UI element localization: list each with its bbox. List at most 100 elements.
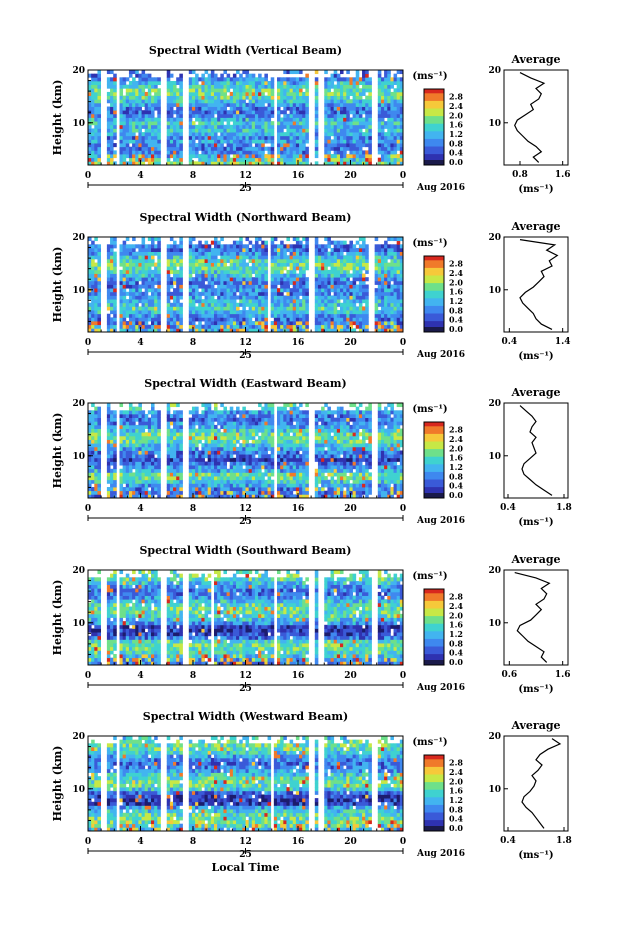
- heat-cell: [113, 313, 117, 318]
- heat-cell: [305, 124, 309, 129]
- heat-cell: [157, 157, 161, 162]
- heat-cell: [201, 269, 205, 274]
- heat-cell: [380, 84, 385, 89]
- heat-cell: [399, 124, 404, 129]
- heat-cell: [110, 284, 114, 289]
- heat-cell: [396, 143, 401, 148]
- heat-cell: [223, 135, 227, 140]
- heat-cell: [119, 88, 124, 93]
- heat-cell: [365, 102, 369, 107]
- heat-cell: [365, 302, 369, 307]
- heat-cell: [91, 324, 95, 329]
- heat-cell: [242, 280, 246, 285]
- heat-cell: [314, 258, 319, 263]
- heat-cell: [242, 102, 246, 107]
- heat-cell: [217, 135, 221, 140]
- heat-cell: [245, 273, 250, 278]
- heat-cell: [399, 313, 404, 318]
- heat-cell: [314, 143, 319, 148]
- heat-cell: [396, 88, 401, 93]
- heat-cell: [210, 135, 215, 140]
- heat-cell: [393, 306, 398, 311]
- heat-cell: [195, 113, 199, 118]
- heat-cell: [220, 277, 224, 282]
- heat-cell: [113, 428, 117, 433]
- heat-cell: [270, 146, 275, 151]
- heat-cell: [393, 121, 398, 126]
- heat-cell: [157, 102, 161, 107]
- heat-cell: [144, 435, 149, 440]
- heat-cell: [151, 121, 155, 126]
- heat-cell: [141, 280, 146, 285]
- heat-cell: [173, 117, 177, 122]
- heat-cell: [198, 95, 202, 100]
- heat-cell: [226, 99, 231, 104]
- heat-cell: [229, 124, 234, 129]
- heat-cell: [169, 450, 174, 455]
- heat-cell: [147, 461, 152, 466]
- heat-cell: [289, 121, 294, 126]
- heat-cell: [264, 266, 268, 271]
- heat-cell: [132, 317, 136, 322]
- heat-cell: [295, 251, 300, 256]
- heat-cell: [201, 106, 205, 111]
- heat-cell: [226, 88, 231, 93]
- heat-cell: [242, 135, 246, 140]
- heat-cell: [135, 443, 139, 448]
- heat-cell: [286, 321, 290, 326]
- heat-cell: [280, 95, 284, 100]
- heat-cell: [166, 128, 171, 133]
- heat-cell: [135, 110, 139, 115]
- panel-2: Spectral Width (Northward Beam)2010Heigh…: [51, 211, 571, 362]
- heat-cell: [132, 258, 136, 263]
- heat-cell: [201, 262, 205, 267]
- heat-cell: [380, 244, 385, 249]
- heat-cell: [384, 132, 388, 137]
- heat-cell: [220, 132, 224, 137]
- heat-cell: [355, 321, 360, 326]
- heat-cell: [157, 258, 161, 263]
- heat-cell: [88, 306, 92, 311]
- heat-cell: [226, 266, 231, 271]
- heat-cell: [349, 128, 353, 133]
- heat-cell: [380, 91, 385, 96]
- average-title: Average: [510, 220, 560, 233]
- heat-cell: [154, 310, 158, 315]
- heat-cell: [302, 102, 306, 107]
- heat-cell: [113, 73, 117, 78]
- heat-cell: [91, 446, 95, 451]
- colorbar-band: [424, 324, 444, 327]
- heat-cell: [302, 266, 306, 271]
- heat-cell: [122, 154, 127, 159]
- heat-cell: [305, 244, 309, 249]
- heat-cell: [144, 321, 149, 326]
- heat-cell: [387, 313, 391, 318]
- heat-cell: [333, 150, 338, 155]
- heat-cell: [283, 150, 287, 155]
- heat-cell: [210, 324, 215, 329]
- heat-cell: [346, 77, 350, 82]
- heat-cell: [295, 95, 300, 100]
- heat-cell: [280, 91, 284, 96]
- heat-cell: [210, 121, 215, 126]
- heat-cell: [97, 291, 101, 296]
- heat-cell: [280, 161, 284, 166]
- heat-cell: [157, 280, 161, 285]
- heat-cell: [349, 88, 353, 93]
- heat-cell: [254, 244, 259, 249]
- colorbar-band: [424, 318, 444, 320]
- heat-cell: [119, 479, 124, 484]
- heat-cell: [340, 146, 344, 151]
- colorbar-band: [424, 285, 444, 287]
- heat-cell: [110, 70, 114, 75]
- heat-cell: [207, 88, 212, 93]
- heat-cell: [387, 269, 391, 274]
- heat-cell: [147, 280, 152, 285]
- heat-cell: [119, 91, 124, 96]
- heat-cell: [154, 251, 158, 256]
- heat-cell: [88, 84, 92, 89]
- heat-cell: [176, 157, 180, 162]
- heat-cell: [125, 465, 130, 470]
- colorbar-band: [424, 278, 444, 281]
- heat-cell: [151, 161, 155, 166]
